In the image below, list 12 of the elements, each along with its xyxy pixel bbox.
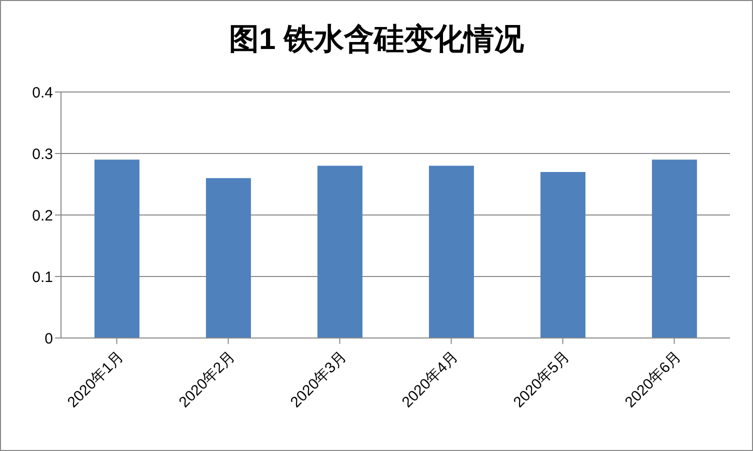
y-tick-label: 0.1 <box>32 268 53 286</box>
bar <box>428 166 474 338</box>
y-tick-label: 0 <box>44 330 53 348</box>
bar <box>206 178 251 338</box>
bar <box>540 172 586 338</box>
bar <box>94 160 140 338</box>
y-tick-label: 0.3 <box>32 146 53 163</box>
chart-title: 图1 铁水含硅变化情况 <box>228 22 526 58</box>
bar <box>317 166 362 338</box>
y-tick-label: 0.2 <box>32 207 53 224</box>
bar <box>652 160 697 338</box>
y-tick-label: 0.4 <box>32 84 53 102</box>
